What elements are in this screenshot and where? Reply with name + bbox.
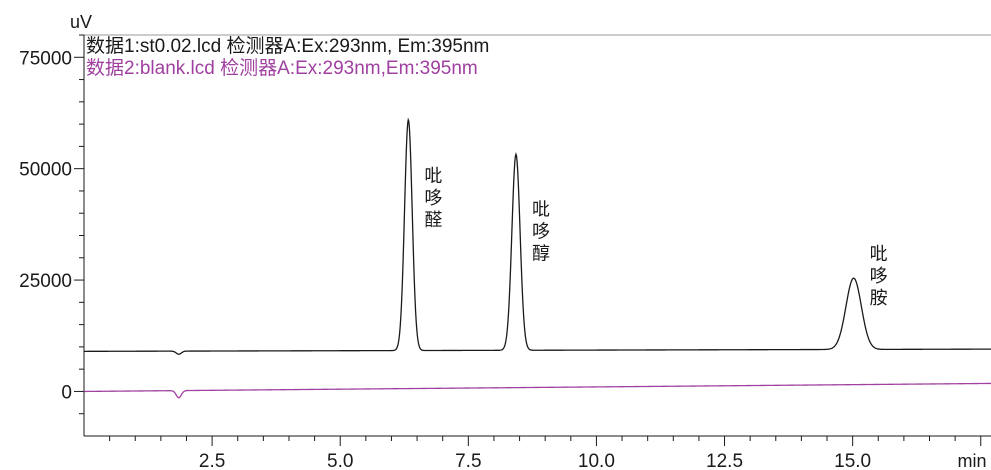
peak-annotation: 吡哆胺 — [870, 244, 888, 309]
peak-label-char: 吡 — [424, 166, 442, 187]
x-tick-label: 12.5 — [706, 451, 743, 470]
peak-label-char: 吡 — [870, 244, 888, 265]
peak-annotation: 吡哆醇 — [532, 199, 550, 264]
series-layer — [84, 117, 991, 399]
y-axis-ticks: 0 25000 50000 75000 — [19, 34, 84, 415]
y-tick-label: 25000 — [19, 271, 72, 292]
x-tick-label: 2.5 — [199, 451, 225, 470]
legend-entry-1: 数据1:st0.02.lcd 检测器A:Ex:293nm, Em:395nm — [86, 35, 489, 57]
x-tick-label: 15.0 — [834, 451, 871, 470]
legend-entry-2: 数据2:blank.lcd 检测器A:Ex:293nm,Em:395nm — [86, 57, 478, 79]
peak-annotation: 吡哆醛 — [424, 166, 442, 231]
x-tick-label: 7.5 — [455, 451, 481, 470]
peak-label-char: 吡 — [532, 199, 550, 220]
x-tick-label: 5.0 — [327, 451, 353, 470]
peak-label-char: 胺 — [870, 288, 888, 309]
peak-label-char: 哆 — [532, 221, 550, 242]
peak-label-char: 哆 — [424, 188, 442, 209]
y-tick-label: 0 — [61, 382, 72, 403]
peak-label-char: 哆 — [870, 266, 888, 287]
y-tick-label: 50000 — [19, 160, 72, 181]
legend: 数据1:st0.02.lcd 检测器A:Ex:293nm, Em:395nm 数… — [86, 35, 489, 79]
x-axis-ticks: 2.5 5.0 7.5 10.0 12.5 15.0 — [109, 436, 982, 470]
peak-label-char: 醛 — [424, 210, 442, 231]
chromatogram-trace-1 — [84, 117, 991, 355]
chromatogram-trace-2 — [84, 382, 991, 399]
y-axis-unit-label: uV — [70, 12, 92, 32]
x-tick-label: 10.0 — [578, 451, 615, 470]
peak-label-char: 醇 — [532, 243, 550, 264]
x-axis-unit-label: min — [957, 451, 986, 470]
y-tick-label: 75000 — [19, 48, 72, 69]
